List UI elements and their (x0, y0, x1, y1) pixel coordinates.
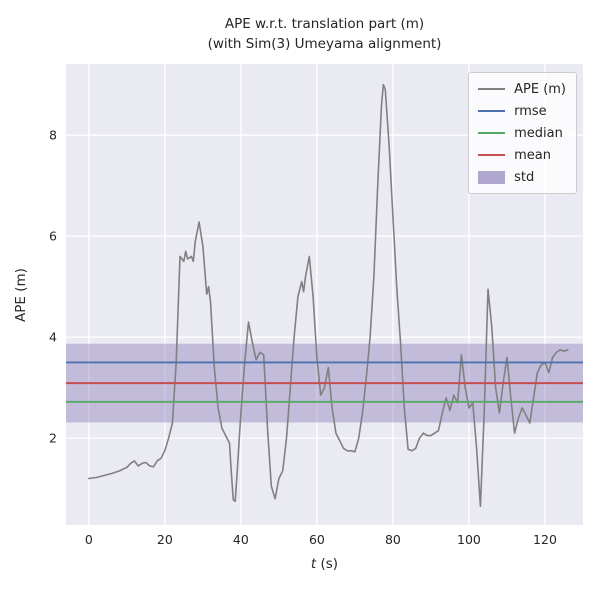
legend-item: mean (478, 144, 566, 166)
ape-line (88, 83, 569, 508)
chart-title-line2: (with Sim(3) Umeyama alignment) (207, 36, 442, 52)
y-tick-label: 2 (49, 431, 57, 446)
y-tick-label: 6 (49, 229, 57, 244)
legend-swatch-mean (478, 154, 506, 156)
y-tick-label: 8 (49, 128, 57, 143)
chart-title-line1: APE w.r.t. translation part (m) (224, 16, 425, 32)
legend: APE (m) rmse median mean std (468, 72, 577, 194)
legend-label: mean (514, 147, 551, 163)
x-axis-label-unit: (s) (316, 556, 339, 572)
chart-title: APE w.r.t. translation part (m) (with Si… (66, 14, 583, 54)
legend-item: APE (m) (478, 78, 566, 100)
legend-label: rmse (514, 103, 547, 119)
legend-swatch-rmse (478, 110, 506, 112)
legend-label: APE (m) (514, 81, 566, 97)
legend-item: rmse (478, 100, 566, 122)
x-tick-label: 40 (233, 532, 249, 547)
x-tick-label: 80 (385, 532, 401, 547)
x-tick-label: 100 (457, 532, 481, 547)
x-tick-label: 0 (85, 532, 93, 547)
legend-item: std (478, 166, 566, 188)
x-tick-label: 120 (533, 532, 557, 547)
legend-item: median (478, 122, 566, 144)
x-tick-label: 20 (157, 532, 173, 547)
legend-label: median (514, 125, 563, 141)
legend-swatch-std (478, 170, 506, 184)
legend-swatch-ape-m- (478, 88, 506, 90)
y-tick-label: 4 (49, 330, 57, 345)
legend-swatch-median (478, 132, 506, 134)
legend-label: std (514, 169, 535, 185)
x-tick-label: 60 (309, 532, 325, 547)
x-axis-label: t (s) (66, 556, 583, 572)
x-axis-label-variable: t (310, 556, 317, 572)
